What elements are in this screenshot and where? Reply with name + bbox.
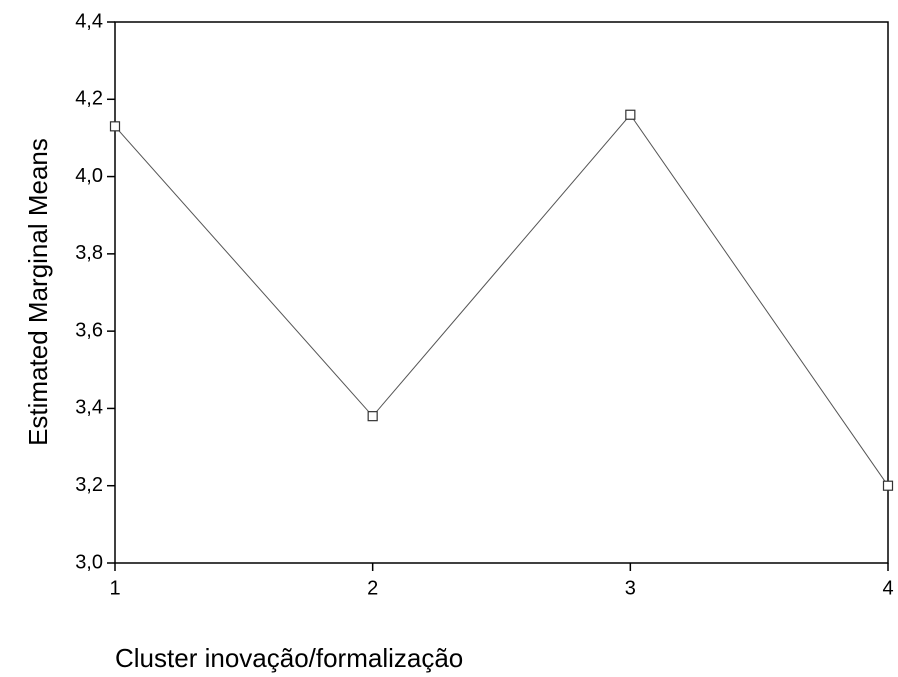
plot-frame: [114, 21, 889, 564]
point-marker: [882, 480, 894, 491]
y-tick-label: 3,4: [75, 397, 103, 419]
y-axis-title: Estimated Marginal Means: [23, 138, 53, 446]
point-marker: [367, 411, 378, 422]
point-marker: [625, 109, 636, 120]
y-tick-label: 3,0: [75, 551, 103, 573]
y-tick-label: 3,2: [75, 474, 103, 496]
x-tick-label: 1: [109, 577, 120, 599]
point-marker: [109, 121, 121, 132]
x-axis-title: Cluster inovação/formalização: [115, 643, 463, 673]
y-tick-label: 4,2: [75, 88, 103, 110]
line: [114, 113, 889, 486]
y-tick-label: 4,4: [75, 10, 103, 32]
x-tick-label: 3: [625, 577, 636, 599]
y-tick-label: 3,6: [75, 319, 103, 341]
x-tick-label: 4: [882, 577, 893, 599]
x-tick-label: 2: [367, 577, 378, 599]
y-tick-label: 3,8: [75, 242, 103, 264]
y-tick-label: 4,0: [75, 165, 103, 187]
